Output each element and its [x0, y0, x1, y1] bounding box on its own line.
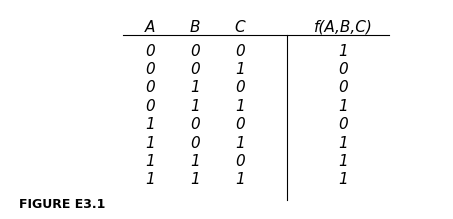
Text: 1: 1	[190, 172, 200, 187]
Text: 1: 1	[235, 62, 245, 77]
Text: 0: 0	[145, 44, 155, 59]
Text: 0: 0	[145, 99, 155, 114]
Text: 0: 0	[235, 117, 245, 132]
Text: 1: 1	[190, 80, 200, 95]
Text: A: A	[145, 20, 155, 35]
Text: 1: 1	[235, 172, 245, 187]
Text: 1: 1	[145, 117, 155, 132]
Text: 0: 0	[145, 80, 155, 95]
Text: 1: 1	[235, 99, 245, 114]
Text: 0: 0	[339, 80, 348, 95]
Text: 1: 1	[339, 99, 348, 114]
Text: 0: 0	[339, 62, 348, 77]
Text: 0: 0	[190, 117, 200, 132]
Text: 1: 1	[145, 136, 155, 150]
Text: 1: 1	[190, 99, 200, 114]
Text: 0: 0	[235, 154, 245, 169]
Text: 0: 0	[145, 62, 155, 77]
Text: FIGURE E3.1: FIGURE E3.1	[19, 198, 106, 211]
Text: 0: 0	[190, 62, 200, 77]
Text: 1: 1	[235, 136, 245, 150]
Text: C: C	[235, 20, 246, 35]
Text: 1: 1	[339, 44, 348, 59]
Text: 1: 1	[190, 154, 200, 169]
Text: 1: 1	[339, 136, 348, 150]
Text: f(A,B,C): f(A,B,C)	[314, 20, 373, 35]
Text: 0: 0	[235, 80, 245, 95]
Text: 0: 0	[190, 44, 200, 59]
Text: 1: 1	[145, 154, 155, 169]
Text: 0: 0	[235, 44, 245, 59]
Text: 1: 1	[339, 154, 348, 169]
Text: 1: 1	[145, 172, 155, 187]
Text: 1: 1	[339, 172, 348, 187]
Text: 0: 0	[190, 136, 200, 150]
Text: B: B	[190, 20, 200, 35]
Text: 0: 0	[339, 117, 348, 132]
